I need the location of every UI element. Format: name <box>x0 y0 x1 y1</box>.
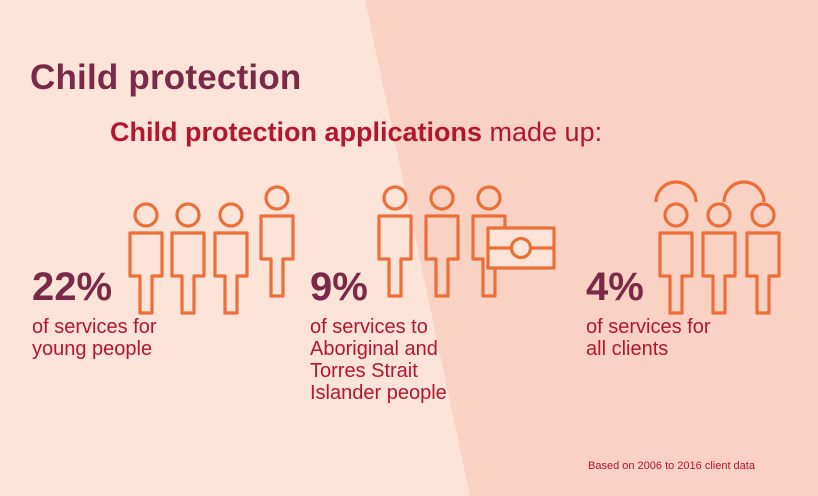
person-icon <box>259 185 295 298</box>
stat-description-aboriginal: of services to Aboriginal and Torres Str… <box>310 316 447 404</box>
stat-percent-young-people: 22% <box>32 265 113 309</box>
stat-line: of services for <box>32 316 157 338</box>
person-icon <box>745 202 781 315</box>
stat-line: Islander people <box>310 382 447 404</box>
stat-line: young people <box>32 338 153 360</box>
subtitle: Child protection applications made up: <box>110 117 602 148</box>
person-icon <box>377 185 413 298</box>
stat-description-young-people: of services for young people <box>32 316 156 360</box>
person-icon <box>701 202 737 315</box>
aboriginal-flag-icon <box>486 226 556 270</box>
stat-percent-all-clients: 4% <box>586 265 644 309</box>
page-title: Child protection <box>30 58 302 97</box>
person-icon <box>128 202 164 315</box>
stat-line: Torres Strait <box>310 360 418 382</box>
person-icon <box>213 202 249 315</box>
stat-line: of services for <box>586 316 711 338</box>
stat-percent-aboriginal: 9% <box>310 265 368 309</box>
holding-hands-icon <box>722 180 766 203</box>
person-icon <box>424 185 460 298</box>
stat-description-all-clients: of services for all clients <box>586 316 710 360</box>
stat-line: Aboriginal and <box>310 338 438 360</box>
stat-line: all clients <box>586 338 669 360</box>
person-icon <box>658 202 694 315</box>
person-icon <box>170 202 206 315</box>
holding-hands-icon <box>654 180 698 203</box>
subtitle-rest: made up: <box>482 117 603 147</box>
footnote: Based on 2006 to 2016 client data <box>588 460 755 472</box>
subtitle-emphasis: Child protection applications <box>110 117 483 147</box>
stat-line: of services to <box>310 316 428 338</box>
